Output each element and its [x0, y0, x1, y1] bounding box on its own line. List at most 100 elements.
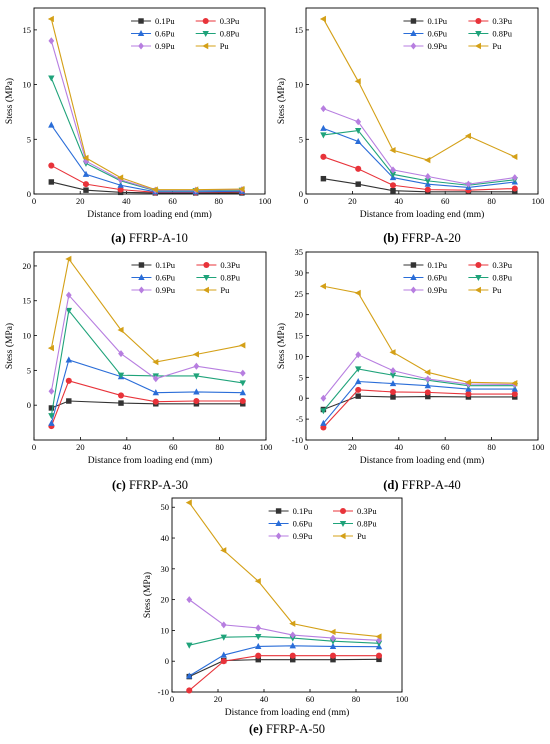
series-line [50, 380, 243, 427]
caption-title: FFRP-A-50 [263, 722, 325, 736]
series-line [322, 368, 515, 412]
legend-entry: 0.1Pu [403, 260, 448, 270]
series-Pu [319, 283, 518, 387]
data-point [355, 165, 362, 172]
legend-entry: 0.6Pu [403, 273, 448, 283]
x-tick-label: 100 [532, 442, 545, 452]
data-point [239, 397, 246, 405]
caption-letter: (c) [112, 478, 126, 492]
x-tick-label: 20 [214, 694, 223, 704]
y-tick-label: 10 [295, 80, 304, 90]
data-point [390, 394, 396, 400]
legend-marker [138, 273, 145, 281]
y-tick-label: 50 [161, 502, 170, 512]
data-point [320, 394, 327, 402]
data-point [329, 628, 336, 636]
y-tick-label: -10 [158, 687, 169, 697]
data-point [320, 105, 327, 113]
series-line [50, 309, 243, 416]
series-line [189, 658, 380, 678]
series-line [188, 655, 379, 691]
legend-entry: Pu [195, 41, 230, 51]
legend-label: 0.6Pu [293, 519, 313, 529]
legend-marker [202, 42, 209, 50]
x-tick-label: 40 [395, 442, 404, 452]
data-point [424, 369, 431, 376]
x-tick-label: 60 [306, 694, 315, 704]
series-line [322, 18, 516, 161]
series-line [51, 181, 242, 194]
data-point [118, 350, 124, 358]
y-tick-label: 15 [295, 25, 304, 35]
data-point [320, 153, 327, 160]
data-point [186, 672, 193, 679]
caption-title: FFRP-A-30 [126, 478, 188, 492]
panel-caption: (b) FFRP-A-20 [383, 231, 460, 245]
data-point [65, 291, 72, 299]
y-tick-label: 5 [299, 372, 303, 382]
data-point [192, 186, 199, 193]
data-point [65, 307, 72, 315]
legend-marker [410, 286, 417, 294]
legend-marker [275, 519, 282, 527]
series-line [322, 389, 515, 428]
y-tick-label: 10 [161, 625, 170, 635]
x-tick-label: 20 [76, 442, 85, 452]
legend-marker [202, 286, 209, 294]
y-tick-label: 35 [295, 247, 304, 257]
legend-entry: 0.3Pu [196, 260, 241, 270]
caption-title: FFRP-A-10 [126, 231, 188, 245]
data-point [220, 651, 227, 658]
data-point [511, 391, 518, 398]
caption-letter: (e) [249, 722, 263, 736]
x-tick-label: 20 [348, 442, 357, 452]
data-point [118, 400, 124, 406]
legend-label: 0.9Pu [427, 41, 447, 51]
data-point [152, 389, 159, 396]
series-Pu [185, 499, 382, 640]
x-tick-label: 60 [169, 442, 178, 452]
legend-label: 0.8Pu [492, 273, 512, 283]
series-line [188, 645, 380, 677]
series-line [323, 156, 515, 191]
legend-marker [410, 42, 417, 50]
data-point [355, 377, 362, 385]
x-axis-label: Distance from loading end (mm) [360, 209, 485, 220]
legend-label: Pu [220, 41, 230, 51]
legend-entry: 0.9Pu [268, 531, 313, 541]
data-point [329, 642, 337, 649]
data-point [320, 124, 327, 131]
legend-entry: 0.6Pu [131, 29, 175, 39]
legend-marker [137, 29, 145, 37]
legend-entry: 0.8Pu [333, 519, 377, 529]
series-line [188, 599, 380, 641]
series-line [323, 108, 515, 185]
series-0.3Pu [320, 153, 518, 194]
x-tick-label: 0 [170, 694, 174, 704]
legend-label: 0.8Pu [220, 273, 240, 283]
data-point [193, 388, 200, 395]
data-point [320, 424, 327, 431]
series-line [323, 129, 515, 186]
data-point [48, 405, 55, 411]
legend-label: 0.3Pu [220, 16, 240, 26]
legend-marker [339, 532, 346, 540]
data-point [424, 382, 431, 389]
legend-marker [275, 508, 282, 514]
series-line [323, 178, 515, 193]
series-line [189, 636, 380, 646]
data-point [389, 147, 396, 154]
legend-label: 0.9Pu [293, 531, 313, 541]
y-tick-label: 15 [295, 331, 304, 341]
data-point [511, 174, 518, 182]
series-0.8Pu [320, 366, 518, 415]
legend-entry: 0.6Pu [268, 519, 313, 529]
plot-frame [305, 7, 539, 195]
legend-label: 0.3Pu [492, 16, 512, 26]
series-0.3Pu [186, 652, 383, 694]
x-tick-label: 40 [123, 442, 132, 452]
data-point [424, 156, 431, 164]
data-point [355, 351, 362, 359]
data-point [255, 642, 262, 649]
